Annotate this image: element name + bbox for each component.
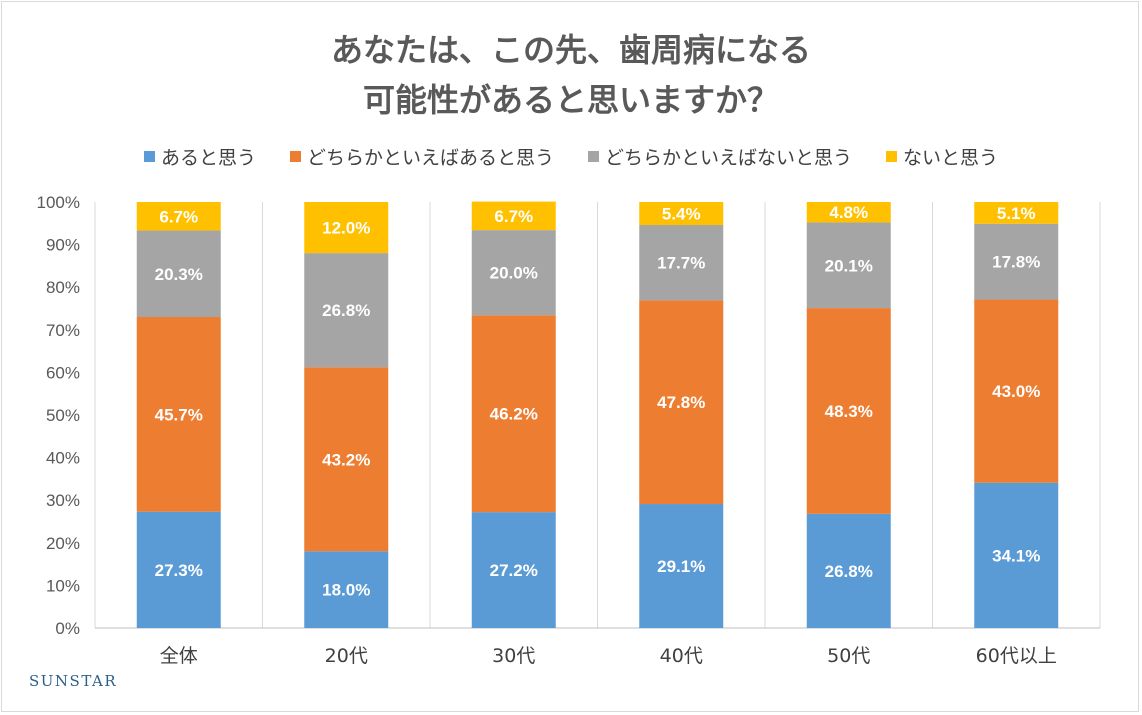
bar-segment (471, 512, 556, 628)
bar-segment (974, 299, 1059, 483)
data-label: 6.7% (494, 207, 533, 226)
sunstar-logo: SUNSTAR (29, 672, 118, 690)
x-tick-label: 30代 (492, 645, 535, 667)
bar-segment (471, 315, 556, 513)
data-label: 4.8% (829, 203, 868, 222)
data-label: 48.3% (825, 402, 873, 421)
legend-swatch-somewhat-agree (289, 151, 301, 162)
data-label: 20.3% (155, 265, 203, 284)
data-label: 17.7% (657, 254, 705, 273)
x-tick-label: 20代 (325, 645, 368, 667)
data-label: 20.0% (490, 264, 538, 283)
y-tick-label: 70% (46, 321, 80, 340)
bar-segment (304, 367, 389, 552)
legend-item-agree: あると思う (143, 143, 256, 170)
data-label: 5.4% (662, 205, 701, 224)
bar-segment (136, 202, 221, 231)
y-tick-label: 50% (46, 406, 80, 425)
data-label: 26.8% (825, 562, 873, 581)
legend-swatch-disagree (886, 151, 898, 162)
data-label: 47.8% (657, 393, 705, 412)
x-tick-label: 全体 (160, 645, 198, 667)
bar-segment (136, 230, 221, 318)
bar-segment (806, 202, 891, 223)
bar-segment (974, 482, 1059, 628)
bar-segment (639, 504, 724, 628)
data-label: 12.0% (322, 219, 370, 238)
bar-segment (806, 513, 891, 628)
data-label: 27.3% (155, 561, 203, 580)
legend-label-somewhat-agree: どちらかといえばあると思う (306, 147, 554, 169)
y-tick-label: 10% (46, 576, 80, 595)
bar-segment (136, 511, 221, 628)
y-tick-label: 0% (55, 619, 80, 638)
legend-swatch-somewhat-disagree (588, 151, 599, 162)
legend: あると思う どちらかといえばあると思う どちらかといえばないと思う ないと思う (0, 143, 1142, 170)
data-label: 29.1% (657, 557, 705, 576)
x-tick-label: 50代 (827, 645, 870, 667)
data-label: 45.7% (155, 405, 203, 424)
x-tick-label: 60代以上 (976, 645, 1057, 667)
bar-segment (471, 230, 556, 316)
bar-segment (136, 317, 221, 512)
bar-segment (304, 253, 389, 368)
bar-segment (304, 202, 389, 254)
bar-segment (639, 202, 724, 226)
bar-segment (806, 308, 891, 514)
bar-segment (639, 300, 724, 505)
data-label: 26.8% (322, 301, 370, 320)
legend-item-disagree: ないと思う (886, 143, 998, 170)
chart-title-line-1: あなたは、この先、歯周病になる (330, 31, 811, 69)
y-tick-label: 90% (46, 236, 80, 255)
legend-item-somewhat-disagree: どちらかといえばないと思う (588, 143, 852, 170)
chart-title-line-2: 可能性があると思いますか？ (362, 81, 779, 119)
data-label: 46.2% (490, 405, 538, 424)
data-label: 34.1% (992, 546, 1040, 565)
y-tick-label: 80% (46, 278, 80, 297)
data-label: 17.8% (992, 253, 1040, 272)
x-tick-label: 40代 (660, 645, 703, 667)
y-tick-label: 30% (46, 491, 80, 510)
y-tick-label: 40% (46, 449, 80, 468)
y-tick-label: 60% (46, 363, 80, 382)
bar-segment (471, 201, 556, 231)
legend-label-agree: あると思う (160, 147, 256, 169)
legend-swatch-agree (143, 151, 155, 162)
data-label: 43.2% (322, 450, 370, 469)
bar-segment (974, 223, 1059, 300)
bar-segment (304, 551, 389, 628)
bar-segment (806, 222, 891, 309)
y-tick-label: 20% (46, 534, 80, 553)
legend-label-somewhat-disagree: どちらかといえばないと思う (605, 147, 853, 169)
data-label: 27.2% (490, 561, 538, 580)
data-label: 43.0% (992, 382, 1040, 401)
data-label: 20.1% (825, 256, 873, 275)
bar-segment (974, 202, 1059, 224)
data-label: 5.1% (997, 204, 1036, 223)
data-label: 6.7% (159, 207, 198, 226)
legend-item-somewhat-agree: どちらかといえばあると思う (289, 143, 554, 170)
bar-segment (639, 225, 724, 301)
data-label: 18.0% (322, 581, 370, 600)
y-tick-label: 100% (37, 193, 80, 212)
legend-label-disagree: ないと思う (903, 147, 999, 169)
